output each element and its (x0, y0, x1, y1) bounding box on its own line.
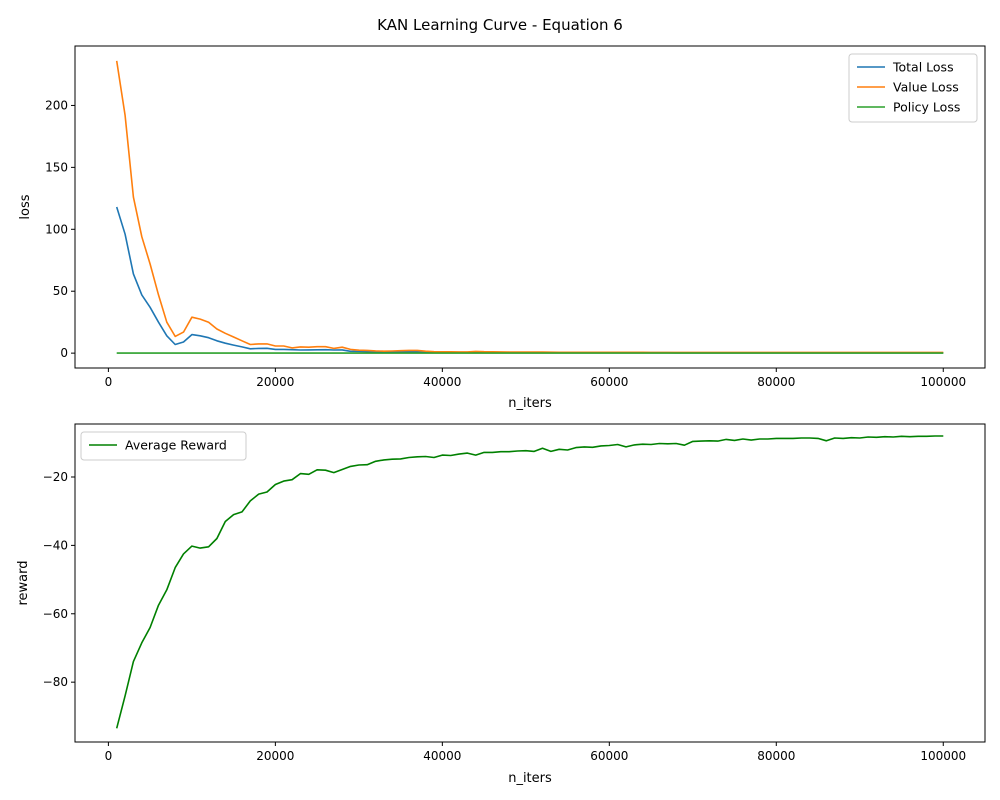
reward-plot-frame (74, 423, 986, 743)
loss-x-tick-label: 60000 (590, 375, 628, 389)
reward-x-tick-label: 0 (105, 749, 113, 763)
reward-legend: Average Reward (80, 431, 247, 461)
reward-y-tick-label: −60 (43, 607, 68, 621)
reward-lines (115, 435, 944, 729)
loss-x-tick-label: 20000 (256, 375, 294, 389)
reward-x-tick-label: 100000 (920, 749, 966, 763)
legend-label-value-loss: Value Loss (893, 80, 959, 95)
loss-x-ticks: 0 20000 40000 60000 80000 100000 (105, 368, 966, 389)
loss-y-tick-label: 200 (45, 98, 68, 112)
reward-x-axis-label: n_iters (508, 771, 552, 786)
legend-label-policy-loss: Policy Loss (893, 100, 960, 115)
loss-lines (115, 60, 944, 354)
loss-x-tick-label: 80000 (757, 375, 795, 389)
loss-y-ticks: 0 50 100 150 200 (45, 98, 75, 360)
figure-title: KAN Learning Curve - Equation 6 (377, 16, 623, 34)
reward-y-tick-label: −40 (43, 538, 68, 552)
reward-x-ticks: 0 20000 40000 60000 80000 100000 (105, 742, 966, 763)
legend-label-average-reward: Average Reward (125, 438, 227, 453)
loss-x-tick-label: 40000 (423, 375, 461, 389)
loss-x-tick-label: 0 (105, 375, 113, 389)
reward-x-tick-label: 40000 (423, 749, 461, 763)
loss-y-tick-label: 100 (45, 222, 68, 236)
loss-y-tick-label: 150 (45, 160, 68, 174)
loss-legend-box (848, 53, 978, 123)
reward-legend-box (80, 431, 247, 461)
loss-x-axis-label: n_iters (508, 396, 552, 411)
loss-y-tick-label: 50 (53, 284, 68, 298)
reward-y-ticks: −80 −60 −40 −20 (43, 470, 75, 689)
loss-y-tick-label: 0 (60, 346, 68, 360)
legend-label-total-loss: Total Loss (892, 60, 954, 75)
reward-y-tick-label: −80 (43, 675, 68, 689)
series-line-average-reward (115, 435, 944, 729)
loss-legend: Total Loss Value Loss Policy Loss (848, 53, 978, 123)
reward-y-tick-label: −20 (43, 470, 68, 484)
reward-y-axis-label: reward (16, 560, 31, 605)
loss-plot-frame (74, 45, 986, 369)
reward-x-tick-label: 20000 (256, 749, 294, 763)
loss-y-axis-label: loss (18, 194, 33, 219)
reward-subplot: 0 20000 40000 60000 80000 100000 −80 −60 −40 −20… (16, 423, 986, 786)
reward-x-tick-label: 80000 (757, 749, 795, 763)
loss-x-tick-label: 100000 (920, 375, 966, 389)
loss-subplot: 0 20000 40000 60000 80000 100000 0 50 100 150 200… (18, 45, 986, 411)
reward-x-tick-label: 60000 (590, 749, 628, 763)
